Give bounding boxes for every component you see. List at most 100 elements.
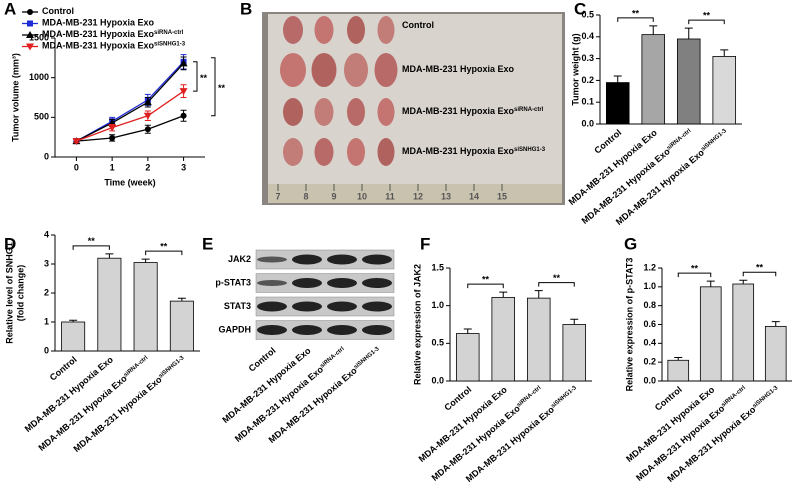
x-tick-label: 1 [110, 162, 115, 172]
tumor [347, 138, 365, 166]
y-axis-label: (fold change) [15, 265, 25, 322]
error-bar [720, 49, 729, 57]
bar [732, 283, 755, 382]
y-tick-label: 0.0 [643, 375, 656, 385]
row-label: MDA-MB-231 Hypoxia Exo [402, 64, 515, 74]
tumor [377, 98, 395, 126]
bar [491, 296, 516, 382]
bar [676, 38, 701, 125]
x-tick-label-sup: siRNA-ctrl [516, 385, 543, 409]
row-label-main: MDA-MB-231 Hypoxia Exo [402, 146, 515, 156]
blot-band [327, 325, 357, 335]
panel-label: E [202, 234, 213, 253]
error-bar [105, 253, 114, 259]
ruler-label: 8 [303, 191, 308, 201]
y-tick-label: 0.0 [581, 118, 594, 128]
y-tick-label: 1.0 [431, 300, 444, 310]
error-bar [674, 356, 683, 361]
blot-band [292, 254, 322, 265]
series-line [76, 62, 185, 142]
blot-band [327, 254, 357, 265]
y-tick-label: 0.8 [643, 300, 656, 310]
significance-label: ** [160, 241, 168, 251]
x-tick-label-sup: siSNHG1-3 [700, 127, 728, 152]
bar [133, 262, 158, 352]
series-line [76, 90, 184, 142]
marker [109, 134, 116, 141]
panel-label: D [4, 234, 16, 253]
bar [605, 82, 630, 125]
tumor [314, 138, 334, 166]
legend-label-main: MDA-MB-231 Hypoxia Exo [42, 18, 155, 28]
tumor [347, 16, 365, 44]
y-tick-label: 0.5 [431, 338, 444, 348]
ruler-label: 9 [331, 191, 336, 201]
blot-band [257, 256, 287, 263]
y-tick-label: 0 [44, 345, 49, 355]
x-tick-label-sup: siRNA-ctrl [123, 355, 150, 379]
bar [97, 257, 122, 352]
tumor [377, 138, 395, 166]
x-tick-label-sup: siRNA-ctrl [666, 128, 693, 152]
y-axis-label: Relative expression of p-STAT3 [624, 258, 634, 392]
legend-marker [26, 31, 34, 38]
significance-label: ** [703, 10, 711, 20]
marker [143, 112, 152, 120]
blot-band [327, 278, 357, 288]
y-axis-label: Relative level of SNHG1 [4, 242, 14, 344]
blot-strip [255, 320, 395, 340]
panel-label: A [4, 0, 16, 18]
legend-label-main: MDA-MB-231 Hypoxia Exo [42, 29, 155, 39]
x-tick-label: Control [593, 128, 624, 156]
significance-label: ** [553, 273, 561, 283]
y-tick-label: 0.4 [643, 338, 656, 348]
error-bar [739, 279, 748, 285]
blot-band [362, 278, 392, 288]
legend-label: MDA-MB-231 Hypoxia ExosiRNA-ctrl [42, 29, 184, 39]
y-tick-label: 500 [34, 112, 49, 122]
legend-label: Control [42, 6, 74, 16]
significance-bracket [538, 282, 575, 287]
tumor [374, 53, 398, 87]
y-tick-label: 1.5 [431, 262, 444, 272]
bar [712, 56, 737, 125]
x-tick-label: 3 [181, 162, 186, 172]
y-tick-label: 1000 [29, 72, 49, 82]
ruler-label: 15 [497, 191, 507, 201]
bar [562, 324, 587, 382]
row-label-main: MDA-MB-231 Hypoxia Exo [402, 64, 515, 74]
legend-label-sup: siRNA-ctrl [154, 30, 184, 36]
y-tick-label: 0.1 [581, 97, 594, 107]
marker [180, 112, 187, 119]
ruler-label: 12 [413, 191, 423, 201]
bar [667, 359, 690, 382]
x-tick-label-main: Control [443, 385, 474, 413]
y-tick-label: 0.3 [581, 53, 594, 63]
y-axis-label: Tumor volume (mm³) [10, 53, 20, 142]
x-tick-label-main: Control [48, 355, 79, 383]
bar [61, 321, 86, 352]
tumor [280, 53, 306, 87]
blot-strip [255, 249, 395, 270]
error-bar [684, 27, 693, 39]
protein-label: JAK2 [228, 254, 251, 264]
marker [144, 126, 151, 133]
blot-strip [255, 296, 395, 317]
lane-label-sup: siRNA-ctrl [319, 346, 346, 370]
bar [764, 325, 787, 382]
row-label: MDA-MB-231 Hypoxia ExosiRNA-ctrl [402, 106, 544, 116]
significance-bracket [742, 271, 777, 277]
tumor [314, 98, 334, 126]
significance-bracket [467, 283, 504, 289]
blot-band [257, 280, 287, 286]
error-bar [499, 291, 508, 298]
tumor [283, 16, 303, 44]
error-bar [534, 290, 543, 299]
error-bar [771, 321, 780, 327]
legend-label: MDA-MB-231 Hypoxia Exo [42, 18, 155, 28]
significance-label: ** [200, 73, 208, 83]
error-bar [177, 297, 186, 302]
panel-label: G [624, 234, 637, 253]
y-axis-label: Tumor weight (g) [570, 33, 580, 105]
y-tick-label: 3 [44, 258, 49, 268]
